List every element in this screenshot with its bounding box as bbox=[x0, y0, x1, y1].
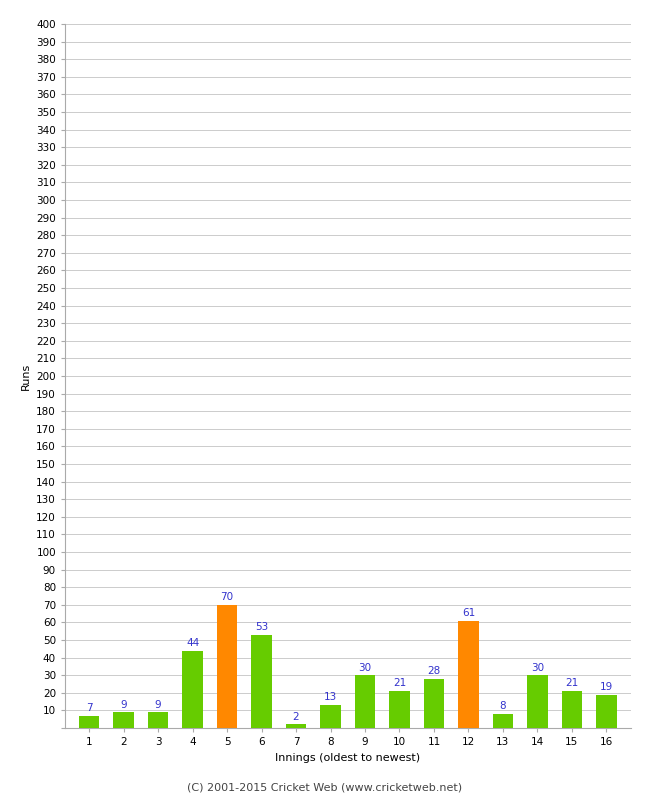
Bar bbox=[596, 694, 617, 728]
Bar bbox=[458, 621, 479, 728]
Text: 9: 9 bbox=[120, 699, 127, 710]
Bar bbox=[320, 705, 341, 728]
Text: 21: 21 bbox=[566, 678, 578, 688]
Text: 21: 21 bbox=[393, 678, 406, 688]
Text: 70: 70 bbox=[220, 592, 233, 602]
Bar bbox=[79, 716, 99, 728]
Y-axis label: Runs: Runs bbox=[21, 362, 31, 390]
Text: 30: 30 bbox=[531, 662, 544, 673]
Text: (C) 2001-2015 Cricket Web (www.cricketweb.net): (C) 2001-2015 Cricket Web (www.cricketwe… bbox=[187, 782, 463, 792]
Bar bbox=[216, 605, 237, 728]
Text: 28: 28 bbox=[427, 666, 441, 676]
Bar bbox=[424, 678, 445, 728]
Text: 61: 61 bbox=[462, 608, 475, 618]
Text: 2: 2 bbox=[292, 712, 300, 722]
Text: 19: 19 bbox=[600, 682, 613, 692]
Bar bbox=[113, 712, 134, 728]
Bar bbox=[389, 691, 410, 728]
Bar bbox=[286, 725, 306, 728]
X-axis label: Innings (oldest to newest): Innings (oldest to newest) bbox=[275, 753, 421, 762]
Bar bbox=[493, 714, 514, 728]
Text: 9: 9 bbox=[155, 699, 161, 710]
Bar bbox=[355, 675, 375, 728]
Bar bbox=[251, 634, 272, 728]
Text: 44: 44 bbox=[186, 638, 199, 648]
Text: 8: 8 bbox=[500, 702, 506, 711]
Bar bbox=[182, 650, 203, 728]
Bar bbox=[562, 691, 582, 728]
Text: 7: 7 bbox=[86, 703, 92, 713]
Bar bbox=[148, 712, 168, 728]
Text: 13: 13 bbox=[324, 693, 337, 702]
Text: 53: 53 bbox=[255, 622, 268, 632]
Bar bbox=[527, 675, 548, 728]
Text: 30: 30 bbox=[358, 662, 372, 673]
